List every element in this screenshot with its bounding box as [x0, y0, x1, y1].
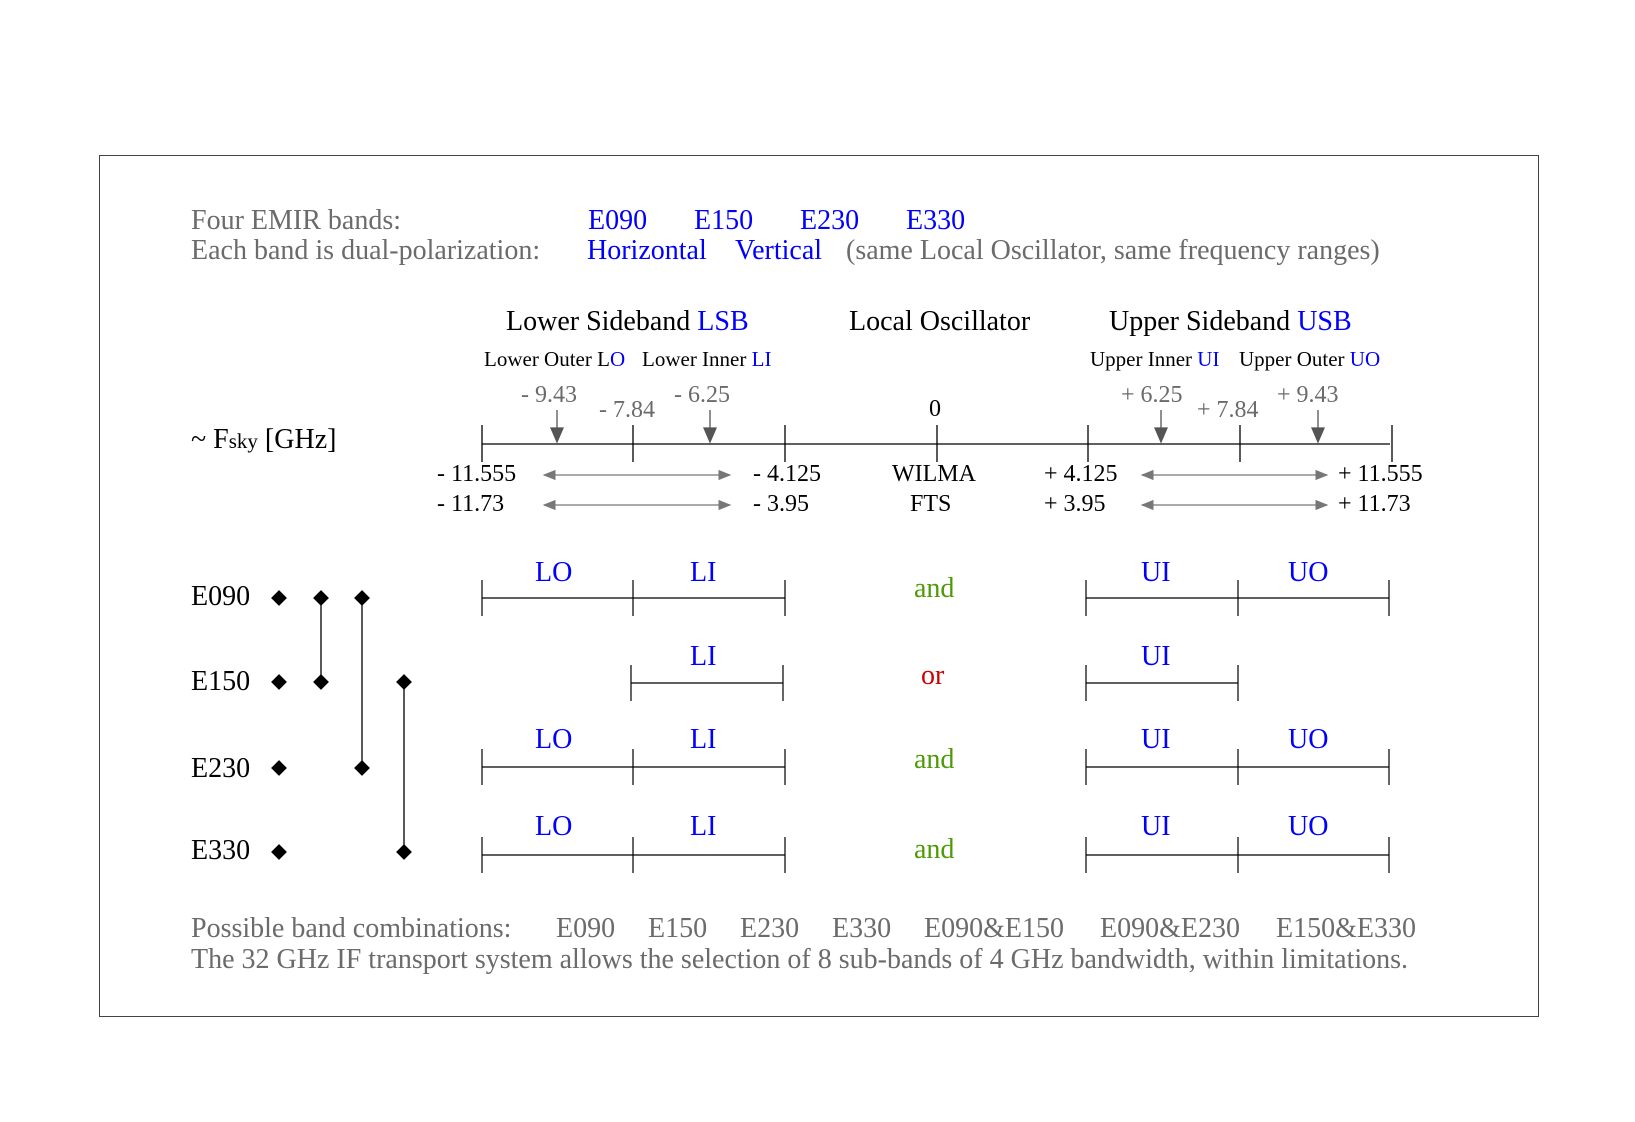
upper-outer-text: Upper Outer	[1239, 347, 1350, 371]
usb-title-text: Upper Sideband	[1109, 306, 1298, 337]
row1-ui: UI	[1141, 557, 1171, 588]
fsky-label: ~ Fsky [GHz]	[191, 426, 336, 454]
upper-outer-abbr: UO	[1349, 347, 1381, 371]
tick-zero: 0	[929, 396, 941, 422]
combination-connectors	[271, 590, 412, 860]
row1-uo: UO	[1288, 557, 1329, 588]
tick-plus-9-43: + 9.43	[1277, 382, 1339, 408]
lsb-title: Lower Sideband LSB	[506, 308, 749, 336]
lsb-abbr: LSB	[697, 306, 749, 337]
row3-lo: LO	[535, 724, 573, 755]
tick-plus-6-25: + 6.25	[1121, 382, 1183, 408]
fts-label: FTS	[910, 491, 952, 517]
row2-ui: UI	[1141, 641, 1171, 672]
fts-usb-low: + 3.95	[1044, 491, 1106, 517]
band-e090: E090	[588, 205, 648, 236]
pol-horizontal: Horizontal	[587, 235, 707, 266]
tick-minus-7-84: - 7.84	[599, 397, 655, 423]
polarization-label: Each band is dual-polarization:	[191, 235, 541, 266]
row-band-e150: E150	[191, 666, 251, 697]
lo-marker-arrows	[550, 410, 1325, 444]
lsb-title-text: Lower Sideband	[506, 306, 698, 337]
upper-inner-text: Upper Inner	[1090, 347, 1198, 371]
row4-uo: UO	[1288, 811, 1329, 842]
row4-conj: and	[914, 834, 955, 865]
combo-e150: E150	[648, 913, 708, 944]
combo-e090: E090	[556, 913, 616, 944]
band-e150: E150	[694, 205, 754, 236]
fsky-subscript: sky	[228, 429, 258, 453]
row2-segments	[630, 665, 1239, 701]
row1-li: LI	[690, 557, 717, 588]
row2-li: LI	[690, 641, 717, 672]
bands-label: Four EMIR bands:	[191, 205, 401, 236]
row2-conj: or	[921, 660, 945, 691]
combo-e150-e330: E150&E330	[1276, 913, 1416, 944]
combo-e090-e230: E090&E230	[1100, 913, 1240, 944]
row3-li: LI	[690, 724, 717, 755]
lower-outer-text: Lower Outer L	[484, 347, 610, 371]
row4-ui: UI	[1141, 811, 1171, 842]
row-band-e090: E090	[191, 581, 251, 612]
wilma-usb-high: + 11.555	[1338, 461, 1423, 487]
row3-ui: UI	[1141, 724, 1171, 755]
row4-lo: LO	[535, 811, 573, 842]
wilma-lsb-low: - 11.555	[437, 461, 517, 487]
row3-segments	[481, 749, 1390, 785]
band-segments	[481, 580, 1390, 873]
fts-lsb-high: - 3.95	[753, 491, 809, 517]
upper-inner-abbr: UI	[1197, 347, 1220, 371]
band-e230: E230	[800, 205, 860, 236]
lower-outer-abbr: O	[609, 347, 626, 371]
usb-abbr: USB	[1297, 306, 1352, 337]
upper-inner-label: Upper Inner UI	[1090, 349, 1219, 370]
tick-minus-6-25: - 6.25	[674, 382, 730, 408]
row1-lo: LO	[535, 557, 573, 588]
fsky-unit: [GHz]	[257, 424, 337, 455]
lower-outer-label: Lower Outer LO	[484, 349, 625, 370]
row4-li: LI	[690, 811, 717, 842]
lower-inner-abbr: LI	[751, 347, 772, 371]
band-e330: E330	[906, 205, 966, 236]
combos-label: Possible band combinations:	[191, 913, 512, 944]
lo-title: Local Oscillator	[849, 306, 1031, 337]
lower-inner-text: Lower Inner	[642, 347, 752, 371]
tick-minus-9-43: - 9.43	[521, 382, 577, 408]
row-band-e230: E230	[191, 753, 251, 784]
wilma-lsb-high: - 4.125	[753, 461, 821, 487]
row1-segments	[481, 580, 1390, 616]
footer-note: The 32 GHz IF transport system allows th…	[191, 944, 1409, 975]
fsky-tilde: ~ F	[191, 424, 229, 455]
fts-usb-high: + 11.73	[1338, 491, 1411, 517]
fts-lsb-low: - 11.73	[437, 491, 505, 517]
row4-segments	[481, 837, 1390, 873]
lower-inner-label: Lower Inner LI	[642, 349, 771, 370]
combo-e330: E330	[832, 913, 892, 944]
diagram-frame	[99, 155, 1539, 1017]
usb-title: Upper Sideband USB	[1109, 308, 1352, 336]
wilma-usb-low: + 4.125	[1044, 461, 1118, 487]
row1-conj: and	[914, 573, 955, 604]
row-band-e330: E330	[191, 835, 251, 866]
combo-e090-e150: E090&E150	[924, 913, 1064, 944]
wilma-label: WILMA	[892, 461, 976, 487]
frequency-axis	[481, 425, 1393, 462]
row3-uo: UO	[1288, 724, 1329, 755]
tick-plus-7-84: + 7.84	[1197, 397, 1259, 423]
upper-outer-label: Upper Outer UO	[1239, 349, 1380, 370]
pol-vertical: Vertical	[735, 235, 823, 266]
range-arrows	[542, 469, 1329, 511]
row3-conj: and	[914, 744, 955, 775]
combo-e230: E230	[740, 913, 800, 944]
polarization-note: (same Local Oscillator, same frequency r…	[846, 235, 1380, 266]
